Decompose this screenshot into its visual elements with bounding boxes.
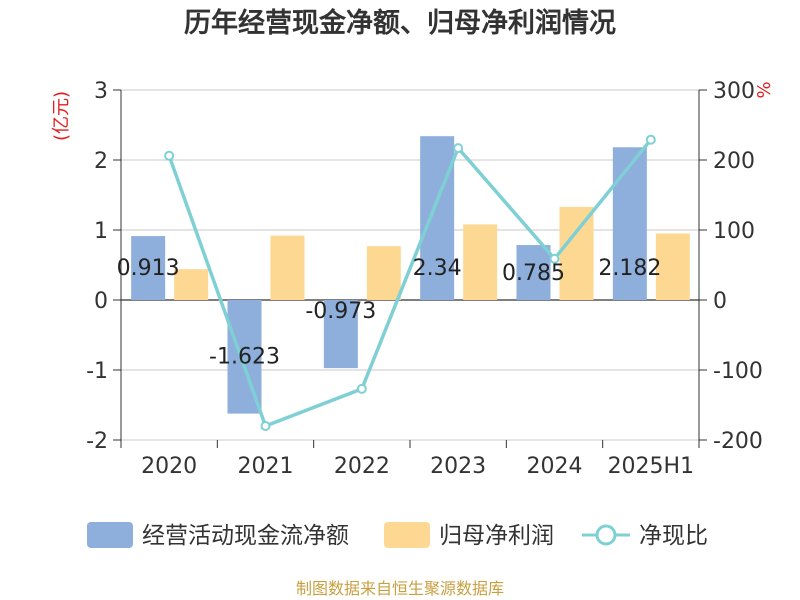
bar-profit [463,224,498,300]
bar-profit [559,206,594,300]
chart-title: 历年经营现金净额、归母净利润情况 [184,7,616,39]
ratio-point [260,421,271,431]
ratio-point [645,134,656,145]
left-tick-label: 1 [94,219,108,244]
right-tick-label: -100 [713,359,763,384]
legend-swatch-cashflow [87,522,133,548]
right-tick-label: 200 [713,149,755,174]
data-label-cashflow: -1.623 [209,345,280,370]
x-tick-label: 2022 [334,454,390,479]
legend-label-ratio: 净现比 [639,523,708,549]
bars [131,136,690,414]
legend-swatch-ratio-marker [595,524,617,546]
ratio-point [164,150,175,161]
data-label-cashflow: 2.182 [598,256,661,281]
bar-cashflow [323,300,358,369]
axes: 3 2 1 0 -1 -2 300 200 100 0 -100 -200 2020 2021 2022 20… [86,79,763,479]
ratio-line-path [167,138,653,429]
data-label-cashflow: 0.785 [502,261,565,286]
left-tick-label: -1 [86,359,108,384]
ratio-point [549,253,560,264]
bar-profit [270,235,305,300]
right-tick-label: 300 [713,79,755,104]
right-tick-label: 0 [713,289,727,314]
data-label-cashflow: 0.913 [117,256,180,281]
left-tick-label: -2 [86,429,108,454]
right-axis-unit: % [754,81,775,98]
legend: 经营活动现金流净额 归母净利润 净现比 [87,522,708,549]
left-tick-label: 3 [94,79,108,104]
x-tick-label: 2023 [430,454,486,479]
right-tick-label: -200 [713,429,763,454]
x-tick-label: 2021 [238,454,294,479]
ratio-point [453,143,464,154]
bar-cashflow [612,147,647,300]
source-note: 制图数据来自恒生聚源数据库 [296,579,504,598]
bar-profit [655,233,690,300]
ratio-line [164,134,656,431]
bar-profit [174,269,209,300]
x-tick-label: 2025H1 [608,454,695,479]
bar-cashflow [131,236,166,300]
left-tick-label: 2 [94,149,108,174]
x-tick-label: 2024 [527,454,583,479]
legend-label-cashflow: 经营活动现金流净额 [142,523,349,549]
data-label-cashflow: -0.973 [305,299,376,324]
bar-cashflow [516,245,551,300]
data-labels: 0.913 -1.623 -0.973 2.34 0.785 2.182 [117,256,662,370]
left-tick-label: 0 [94,289,108,314]
left-axis-unit: (亿元) [51,91,72,141]
bar-profit [366,246,401,300]
right-tick-label: 100 [713,219,755,244]
x-tick-label: 2020 [141,454,197,479]
ratio-point [356,383,367,394]
bar-cashflow [420,136,455,300]
data-label-cashflow: 2.34 [413,256,462,281]
legend-swatch-profit [384,522,430,548]
legend-label-profit: 归母净利润 [439,523,554,549]
